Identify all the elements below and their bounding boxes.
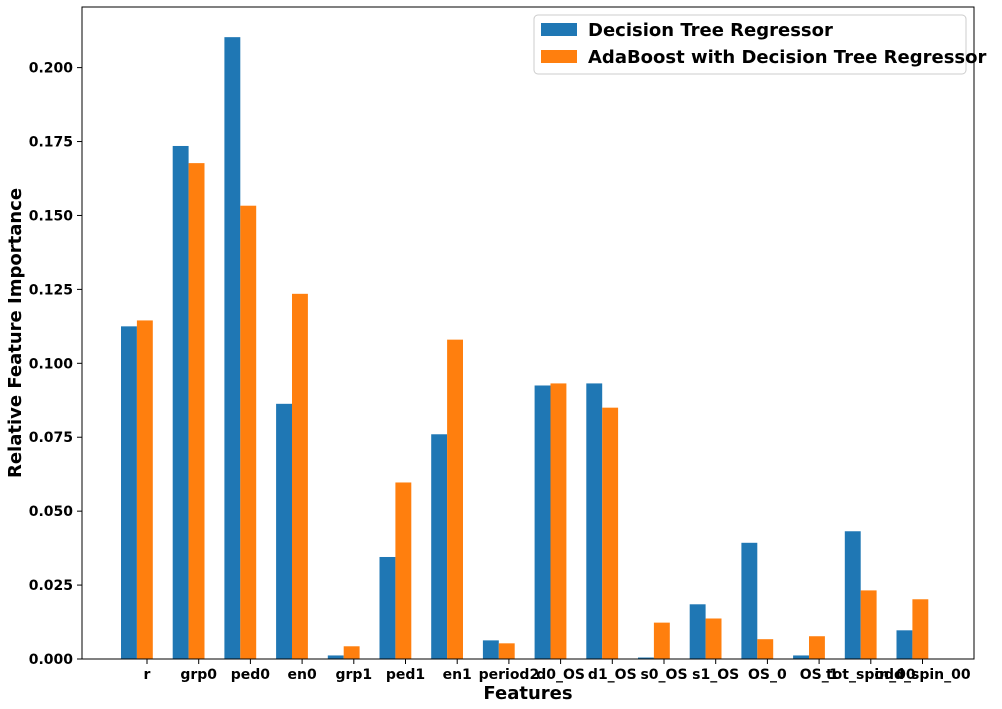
bar-adaboost-grp0 [188, 163, 205, 659]
bar-adaboost-ped0 [240, 205, 257, 659]
bar-adaboost-en1 [447, 339, 463, 659]
plot-frame [81, 6, 975, 660]
y-tick-label: 0.025 [29, 578, 73, 594]
x-tick-label-ped1: ped1 [386, 667, 425, 683]
x-tick-label-period2: period2 [479, 667, 540, 683]
x-tick-label-ped0: ped0 [231, 667, 271, 683]
y-axis-ticks: 0.000 0.025 0.050 0.075 0.100 0.125 0.150 0.175… [29, 61, 82, 668]
legend-box [533, 14, 967, 75]
bar-adaboost-OS-1 [809, 636, 825, 659]
bar-decision-tree-odd-spin-00 [896, 630, 913, 659]
y-tick-label: 0.100 [29, 356, 74, 372]
y-axis-title: Relative Feature Importance [5, 188, 26, 478]
y-tick-label: 0.175 [29, 135, 73, 151]
bar-decision-tree-s0-OS [638, 657, 654, 659]
legend-swatch-decision-tree [541, 23, 577, 36]
legend: Decision Tree Regressor AdaBoost with De… [533, 14, 986, 75]
bar-decision-tree-tot-spin-00 [844, 531, 861, 659]
legend-label-decision-tree: Decision Tree Regressor [588, 20, 833, 41]
bar-adaboost-en0 [292, 293, 308, 659]
y-tick-label: 0.150 [29, 208, 74, 224]
bar-decision-tree-d1-OS [586, 383, 603, 659]
x-tick-label-odd-spin-00: odd_spin_00 [874, 667, 971, 683]
x-tick-label-s1-OS: s1_OS [692, 667, 739, 683]
bar-decision-tree-r [121, 326, 137, 659]
bar-adaboost-s1-OS [705, 618, 722, 659]
bar-decision-tree-en1 [431, 434, 448, 659]
x-tick-label-d0-OS: d0_OS [536, 667, 585, 683]
bar-decision-tree-period2 [482, 640, 499, 659]
bar-decision-tree-ped1 [379, 556, 396, 659]
bar-adaboost-s0-OS [653, 622, 670, 659]
x-tick-label-grp1: grp1 [335, 667, 372, 683]
legend-label-adaboost: AdaBoost with Decision Tree Regressor [588, 47, 986, 68]
x-tick-label-en1: en1 [443, 667, 472, 683]
y-tick-label: 0.000 [29, 652, 74, 668]
x-tick-label-en0: en0 [287, 667, 316, 683]
bar-decision-tree-en0 [276, 403, 292, 659]
x-tick-label-tot-spin-00: tot_spin_00 [826, 667, 916, 683]
x-tick-label-grp0: grp0 [180, 667, 217, 683]
bar-decision-tree-d0-OS [534, 385, 551, 659]
y-tick-label: 0.050 [29, 504, 74, 520]
bar-decision-tree-ped0 [224, 37, 241, 660]
x-tick-label-s0-OS: s0_OS [640, 667, 687, 683]
bar-decision-tree-s1-OS [689, 604, 706, 659]
bars [121, 37, 929, 660]
bar-adaboost-period2 [498, 643, 515, 659]
x-tick-label-OS-0: OS_0 [748, 667, 787, 683]
x-axis-title: Features [483, 683, 572, 704]
bar-adaboost-odd-spin-00 [912, 599, 929, 659]
bar-adaboost-grp1 [343, 646, 360, 659]
bar-adaboost-ped1 [395, 482, 412, 659]
legend-swatch-adaboost [541, 50, 577, 63]
bar-adaboost-r [136, 320, 153, 659]
bar-adaboost-tot-spin-00 [860, 590, 877, 659]
x-tick-label-r: r [144, 667, 151, 683]
bar-adaboost-d0-OS [550, 383, 567, 659]
y-tick-label: 0.125 [29, 282, 73, 298]
bar-adaboost-d1-OS [602, 407, 619, 659]
bar-adaboost-OS-0 [757, 639, 774, 659]
bar-decision-tree-OS-0 [741, 542, 758, 659]
bar-decision-tree-grp1 [327, 655, 344, 659]
y-tick-label: 0.075 [29, 430, 73, 446]
bar-decision-tree-OS-1 [793, 655, 809, 659]
x-tick-label-d1-OS: d1_OS [588, 667, 637, 683]
bar-decision-tree-grp0 [172, 145, 189, 660]
x-tick-label-OS-1: OS_1 [800, 667, 839, 683]
y-tick-label: 0.200 [29, 61, 74, 77]
